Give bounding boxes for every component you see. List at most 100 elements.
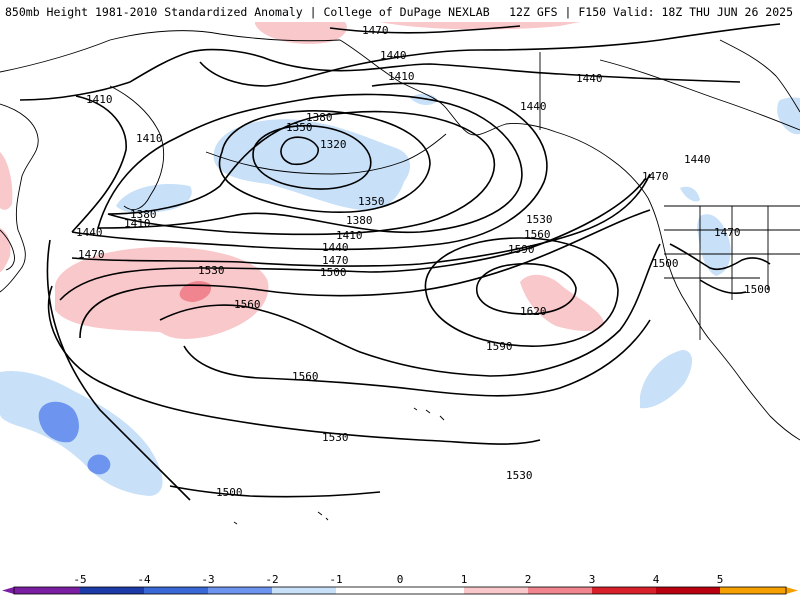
contour-label-1530-southeast: 1530 [506,469,533,482]
contour-label-1530-west: 1530 [198,264,225,277]
contour-label-1470-usa: 1470 [714,226,741,239]
colorbar-segment-pos4 [656,587,720,594]
hawaii-islands [413,407,445,421]
contour-label-1440-lower: 1440 [322,241,349,254]
contour-line [424,237,619,347]
colorbar-segment-pos1 [464,587,528,594]
contour-label-1500-usa2: 1500 [744,283,771,296]
contour-line [107,110,496,236]
header-bar: 850mb Height 1981-2010 Standardized Anom… [0,0,800,22]
colorbar-tick: 5 [717,573,724,586]
contour-label-1560-south: 1560 [292,370,319,383]
contour-label-1320: 1320 [320,138,347,151]
colorbar-segment-pos5 [720,587,786,594]
colorbar-scale [2,586,798,595]
contour-line [183,319,651,397]
positive-anomaly-region [0,228,11,272]
japan-coastline [0,229,15,271]
colorbar-arrow-right [786,587,798,594]
colorbar-arrow-left [2,587,14,594]
contour-label-1500-lower: 1500 [320,266,347,279]
colorbar-tick: 1 [461,573,468,586]
colorbar-segment-neg1 [272,587,336,594]
anomaly-colorbar: -5 -4 -3 -2 -1 0 1 2 3 4 5 [2,573,798,595]
contour-line [669,243,771,295]
contour-line [71,82,548,251]
anomaly-shading [0,22,800,496]
colorbar-tick: 0 [397,573,404,586]
contour-line [218,110,431,213]
hudson-bay-coast [719,39,800,113]
positive-anomaly-region [55,246,269,339]
colorbar-segment-neg5 [14,587,80,594]
colorbar-tick: 4 [653,573,660,586]
colorbar-segment-pos3 [592,587,656,594]
contour-label-1440-west: 1440 [76,226,103,239]
contour-label-1530-east: 1530 [526,213,553,226]
contour-line [199,23,781,87]
contour-line [476,262,577,315]
canada-west-coast [647,197,800,441]
positive-anomaly-region [520,274,604,331]
contour-line [252,124,372,190]
contour-label-1410-left: 1410 [86,93,113,106]
negative-anomaly-region-strong [38,401,79,443]
colorbar-ticks: -5 -4 -3 -2 -1 0 1 2 3 4 5 [73,573,723,586]
height-contours [19,23,781,501]
contour-line [46,239,191,501]
contour-label-1440-upper: 1440 [380,49,407,62]
negative-anomaly-region [697,214,731,276]
contour-line [19,48,741,101]
contour-line [59,177,647,301]
contour-label-1500-usa: 1500 [652,257,679,270]
negative-anomaly-region [680,186,700,202]
colorbar-segment-neg3 [144,587,208,594]
contour-label-1380-upper: 1380 [306,111,333,124]
contour-line [79,209,651,339]
kamchatka-coastline [109,85,165,210]
positive-anomaly-region [0,152,13,210]
positive-anomaly-region [380,22,580,30]
contour-label-1500-south: 1500 [216,486,243,499]
colorbar-tick: -3 [201,573,214,586]
colorbar-tick: 2 [525,573,532,586]
contour-line [47,285,541,445]
contour-label-1410-west2: 1410 [124,217,151,230]
contour-label-1440-far-right: 1440 [684,153,711,166]
contour-label-1590-lower: 1590 [486,340,513,353]
negative-anomaly-region [777,97,800,135]
contour-label-1470-top: 1470 [362,24,389,37]
contour-line [329,25,521,34]
usa-state-lines [664,205,800,340]
positive-anomaly-region-strong [179,281,212,302]
contour-label-1410-upper: 1410 [388,70,415,83]
colorbar-tick: -5 [73,573,86,586]
aleutian-chain [205,133,447,175]
negative-anomaly-region [213,119,411,211]
contour-labels: 1470 1440 1410 1410 1440 1440 1440 1380 … [76,24,771,499]
contour-line [159,243,661,377]
colorbar-segment-neg4 [80,587,144,594]
canada-interior [539,52,800,131]
contour-label-1380-lower: 1380 [346,214,373,227]
contour-label-1410-lower: 1410 [336,229,363,242]
coastlines [0,30,800,525]
colorbar-segment-pos2 [528,587,592,594]
colorbar-tick: -1 [329,573,342,586]
alaska-coastline [339,39,649,199]
contour-label-1440-right: 1440 [576,72,603,85]
negative-anomaly-region [640,350,692,409]
colorbar-tick: 3 [589,573,596,586]
contour-label-1560-west: 1560 [234,298,261,311]
contour-label-1440-mid: 1440 [520,100,547,113]
model-valid-time: 12Z GFS | F150 Valid: 18Z THU JUN 26 202… [509,5,793,19]
colorbar-segment-neg2 [208,587,272,594]
asia-coastline [0,103,39,293]
contour-label-1350-upper: 1350 [286,121,313,134]
map-canvas: 1470 1440 1410 1410 1440 1440 1440 1380 … [0,22,800,525]
colorbar-outline [13,586,787,595]
negative-anomaly-region-strong [87,454,111,475]
contour-line [280,136,319,166]
contour-label-1590-upper: 1590 [508,243,535,256]
contour-line [169,485,381,498]
